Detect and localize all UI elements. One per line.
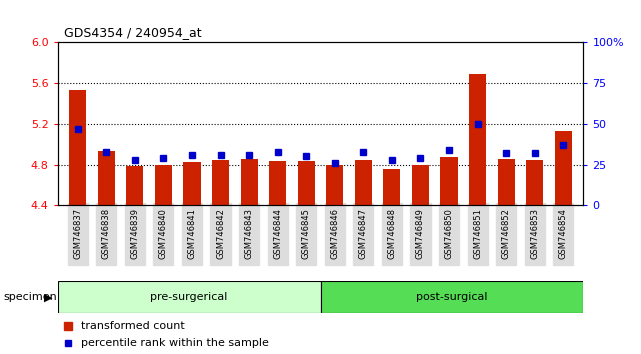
Bar xyxy=(320,281,583,313)
Bar xyxy=(554,131,572,205)
Text: ▶: ▶ xyxy=(44,292,52,302)
Text: GDS4354 / 240954_at: GDS4354 / 240954_at xyxy=(64,26,202,39)
Bar xyxy=(183,161,201,205)
Bar xyxy=(526,160,544,205)
Bar xyxy=(69,90,87,205)
Bar xyxy=(97,152,115,205)
Text: percentile rank within the sample: percentile rank within the sample xyxy=(81,338,269,348)
Bar xyxy=(297,161,315,205)
Bar xyxy=(440,158,458,205)
Bar xyxy=(212,160,229,205)
Bar xyxy=(354,160,372,205)
Bar xyxy=(58,281,320,313)
Bar xyxy=(269,161,287,205)
Bar xyxy=(412,165,429,205)
Bar xyxy=(240,159,258,205)
Text: transformed count: transformed count xyxy=(81,321,185,331)
Bar xyxy=(469,74,486,205)
Bar xyxy=(497,159,515,205)
Text: specimen: specimen xyxy=(3,292,57,302)
Text: pre-surgerical: pre-surgerical xyxy=(151,292,228,302)
Bar xyxy=(155,165,172,205)
Bar xyxy=(326,165,344,205)
Text: post-surgical: post-surgical xyxy=(416,292,488,302)
Bar xyxy=(126,166,144,205)
Bar xyxy=(383,169,401,205)
